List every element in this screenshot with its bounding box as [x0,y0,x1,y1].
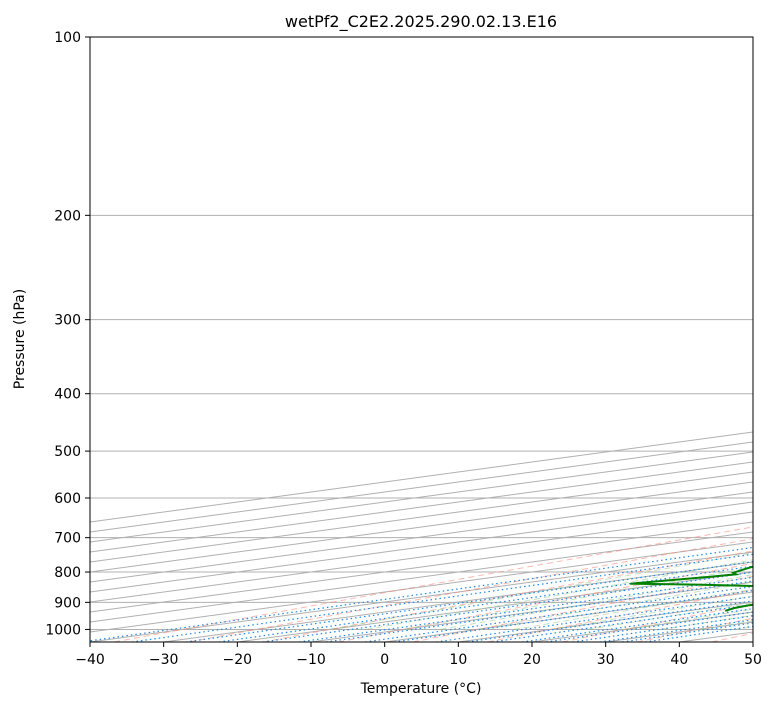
isotherms [90,431,753,642]
isotherm-line [90,491,753,583]
mixing-ratio-line [185,561,753,642]
x-tick-label: 30 [597,652,615,668]
y-tick-label: 100 [54,30,81,46]
mixing-ratio-line [131,553,753,642]
moist-adiabat-line [440,574,753,630]
isotherm-line [90,481,753,573]
profiles [630,565,753,612]
mixing-ratio-line [299,576,753,642]
y-tick-label: 900 [54,595,81,611]
x-axis: −40 −30 −20 −10 0 10 20 30 40 50 [75,642,762,668]
mixing-ratio-line [218,565,753,642]
isotherm-line [90,501,753,593]
moist-adiabat-line [329,552,753,630]
y-tick-label: 500 [54,444,81,460]
x-tick-label: 50 [744,652,762,668]
plot-frame [89,36,754,643]
y-tick-label: 700 [54,531,81,547]
x-axis-label: Temperature (°C) [360,681,482,697]
y-tick-label: 200 [54,208,81,224]
x-tick-label: −40 [75,652,105,668]
isotherm-line [90,531,753,623]
y-tick-label: 1000 [45,622,81,638]
pressure-grid [90,37,753,630]
dewpoint-profile [630,565,753,612]
y-tick-label: 600 [54,491,81,507]
isotherm-line [90,471,753,563]
y-axis-label: Pressure (hPa) [12,289,28,389]
mixing-ratio-lines [90,546,753,642]
plot-area [90,37,753,642]
y-tick-label: 800 [54,565,81,581]
isotherm-line [90,521,753,613]
x-tick-label: 20 [523,652,541,668]
x-tick-label: −30 [149,652,179,668]
x-tick-label: 0 [380,652,389,668]
background-lines [90,37,753,642]
isotherm-line [90,511,753,603]
chart-title: wetPf2_C2E2.2025.290.02.13.E16 [285,12,557,32]
x-tick-label: −10 [296,652,326,668]
isotherm-line [90,461,753,553]
y-tick-label: 300 [54,313,81,329]
x-tick-label: 10 [449,652,467,668]
y-axis: 100 200 300 400 500 600 700 800 900 1000 [45,30,90,638]
mixing-ratio-line [262,571,753,642]
y-tick-label: 400 [54,387,81,403]
x-tick-label: 40 [670,652,688,668]
moist-adiabats [329,552,753,630]
isotherm-line [90,451,753,543]
x-tick-label: −20 [223,652,253,668]
